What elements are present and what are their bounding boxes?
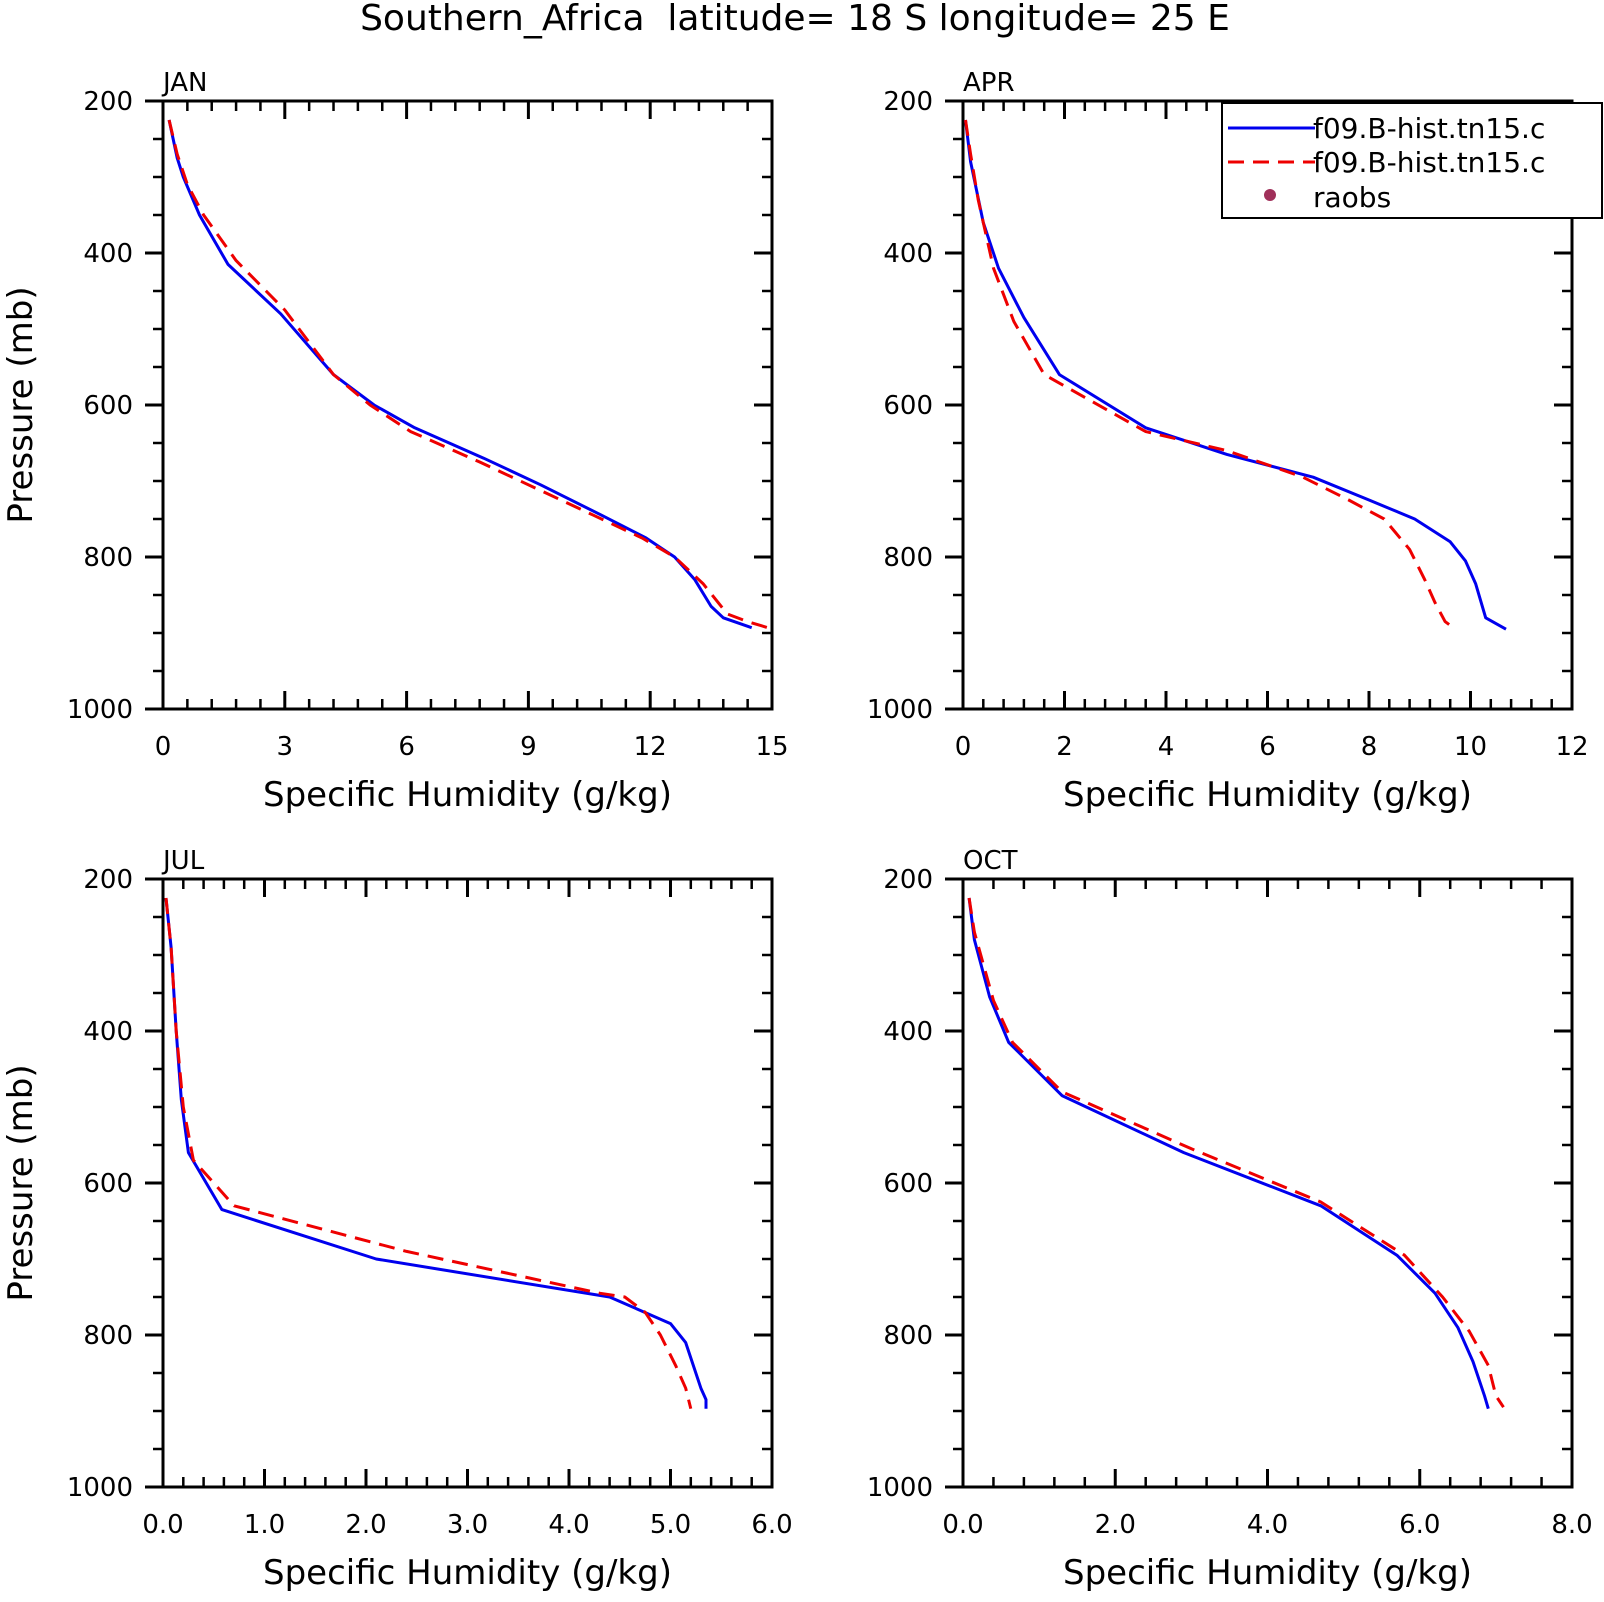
y-tick-label: 200 xyxy=(883,87,933,117)
y-tick-label: 400 xyxy=(83,239,133,269)
x-tick-label: 3 xyxy=(277,732,294,762)
series-line-2 xyxy=(964,119,1457,631)
series-line-1 xyxy=(967,897,1490,1410)
y-tick-label: 1000 xyxy=(867,1473,933,1503)
x-axis-title: Specific Humidity (g/kg) xyxy=(263,1553,672,1593)
chart-panels: JAN 0 3 6 9 12 15 200 400 600 800 1000 Specific Humi… xyxy=(1,68,1593,1593)
panel-label: JAN xyxy=(161,68,207,98)
y-tick-label: 1000 xyxy=(867,695,933,725)
y-axis-title: Pressure (mb) xyxy=(1,286,41,523)
x-tick-label: 6 xyxy=(398,732,415,762)
x-tick-label: 15 xyxy=(755,732,788,762)
x-axis-title: Specific Humidity (g/kg) xyxy=(1063,775,1472,815)
y-tick-label: 800 xyxy=(883,543,933,573)
y-tick-label: 400 xyxy=(883,1017,933,1047)
x-tick-label: 2.0 xyxy=(345,1510,386,1540)
x-tick-label: 9 xyxy=(520,732,537,762)
panel-jul: JUL 0.0 1.0 2.0 3.0 4.0 5.0 6.0 200 400 600 800 1000… xyxy=(1,846,793,1593)
x-tick-label: 6.0 xyxy=(1399,1510,1440,1540)
x-tick-label: 4.0 xyxy=(548,1510,589,1540)
y-tick-label: 1000 xyxy=(67,695,133,725)
panel-label: JUL xyxy=(161,846,205,876)
panel-label: APR xyxy=(963,68,1015,98)
figure-title: Southern_Africa latitude= 18 S longitude… xyxy=(360,0,1230,39)
x-tick-label: 5.0 xyxy=(650,1510,691,1540)
series-line-2 xyxy=(167,119,769,630)
y-tick-label: 400 xyxy=(83,1017,133,1047)
series-line-2 xyxy=(967,897,1505,1409)
x-tick-label: 8.0 xyxy=(1551,1510,1592,1540)
x-tick-label: 1.0 xyxy=(244,1510,285,1540)
y-tick-label: 800 xyxy=(83,543,133,573)
legend-marker-raobs xyxy=(1264,189,1276,201)
y-tick-label: 600 xyxy=(883,1169,933,1199)
x-tick-label: 2 xyxy=(1056,732,1073,762)
x-tick-label: 0.0 xyxy=(942,1510,983,1540)
panel-oct: OCT 0.0 2.0 4.0 6.0 8.0 200 400 600 800 1000 Specif… xyxy=(867,846,1593,1593)
series-line-1 xyxy=(167,119,753,630)
y-tick-label: 200 xyxy=(883,865,933,895)
y-tick-label: 600 xyxy=(83,391,133,421)
y-tick-label: 400 xyxy=(883,239,933,269)
x-tick-label: 2.0 xyxy=(1095,1510,1136,1540)
y-tick-label: 600 xyxy=(83,1169,133,1199)
y-tick-label: 600 xyxy=(883,391,933,421)
plot-frame xyxy=(161,99,774,711)
x-axis-title: Specific Humidity (g/kg) xyxy=(1063,1553,1472,1593)
y-axis-title: Pressure (mb) xyxy=(1,1064,41,1301)
x-tick-label: 12 xyxy=(634,732,667,762)
series-line-2 xyxy=(164,897,693,1410)
legend-label-3: raobs xyxy=(1313,181,1391,214)
plot-frame xyxy=(161,877,774,1489)
x-tick-label: 0 xyxy=(955,732,972,762)
y-tick-label: 1000 xyxy=(67,1473,133,1503)
x-tick-label: 6.0 xyxy=(751,1510,792,1540)
x-tick-label: 10 xyxy=(1454,732,1487,762)
y-tick-label: 800 xyxy=(83,1321,133,1351)
y-tick-label: 200 xyxy=(83,87,133,117)
x-tick-label: 6 xyxy=(1259,732,1276,762)
legend-label-2: f09.B-hist.tn15.c xyxy=(1313,146,1545,179)
x-tick-label: 4.0 xyxy=(1247,1510,1288,1540)
y-tick-label: 800 xyxy=(883,1321,933,1351)
series-line-1 xyxy=(164,897,708,1409)
panel-label: OCT xyxy=(963,846,1018,876)
x-tick-label: 4 xyxy=(1158,732,1175,762)
x-axis-title: Specific Humidity (g/kg) xyxy=(263,775,672,815)
x-tick-label: 3.0 xyxy=(447,1510,488,1540)
x-tick-label: 0 xyxy=(155,732,172,762)
legend-label-1: f09.B-hist.tn15.c xyxy=(1313,112,1545,145)
x-tick-label: 0.0 xyxy=(142,1510,183,1540)
y-tick-label: 200 xyxy=(83,865,133,895)
plot-frame xyxy=(961,877,1574,1489)
panel-jan: JAN 0 3 6 9 12 15 200 400 600 800 1000 Specific Humi… xyxy=(1,68,789,815)
x-tick-label: 8 xyxy=(1361,732,1378,762)
x-tick-label: 12 xyxy=(1555,732,1588,762)
